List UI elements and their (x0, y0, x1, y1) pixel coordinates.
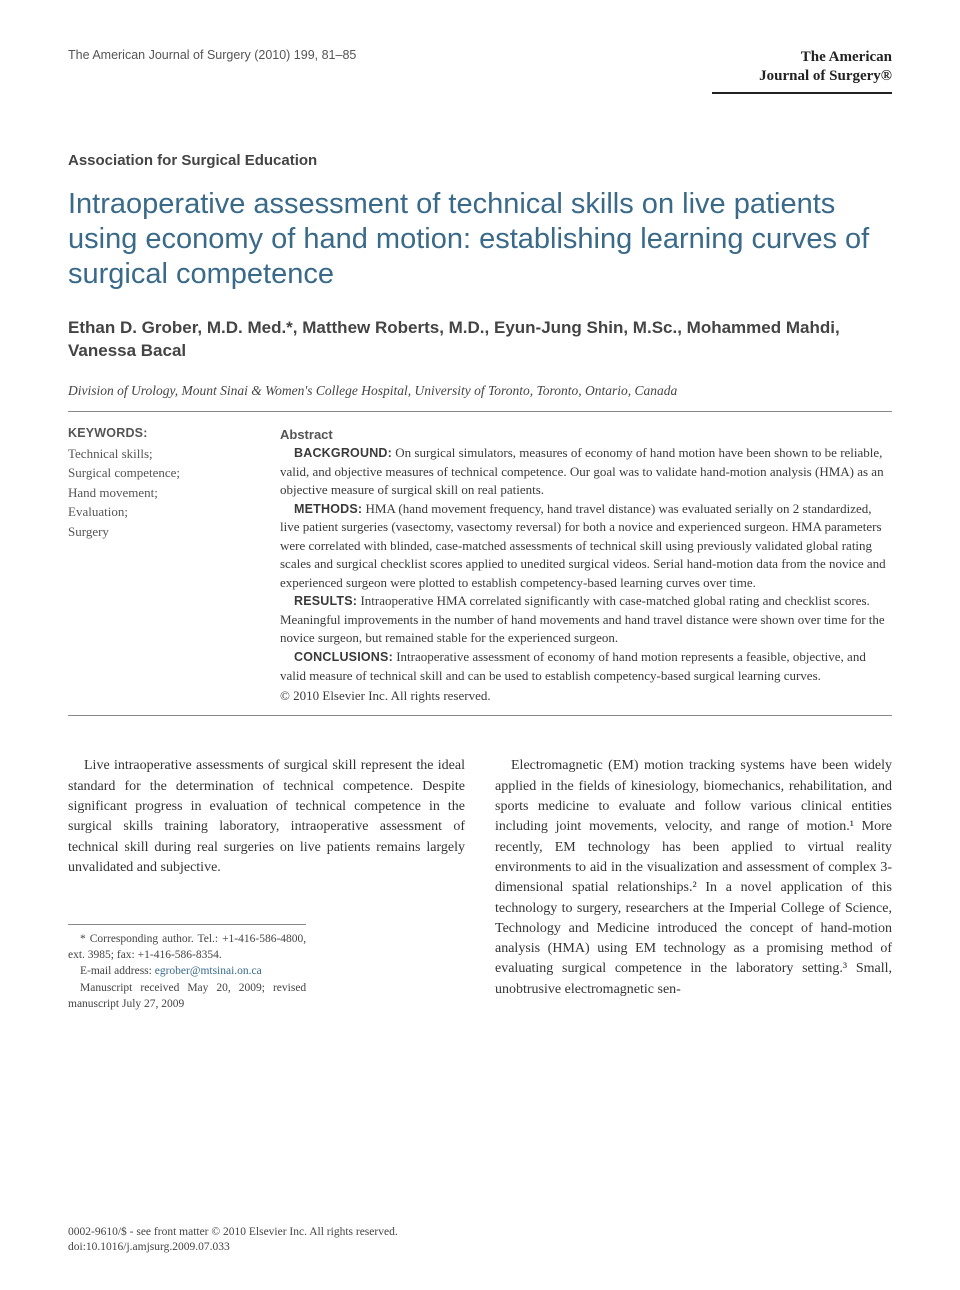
body-left-column: Live intraoperative assessments of surgi… (68, 756, 465, 1011)
abstract-conclusions-label: CONCLUSIONS: (294, 650, 393, 664)
abstract-results: RESULTS: Intraoperative HMA correlated s… (280, 592, 892, 648)
keyword-item: Surgery (68, 522, 246, 542)
affiliation: Division of Urology, Mount Sinai & Women… (68, 383, 892, 399)
article-title: Intraoperative assessment of technical s… (68, 187, 892, 293)
abstract-results-label: RESULTS: (294, 594, 357, 608)
meta-rule-top (68, 411, 892, 412)
email-line: E-mail address: egrober@mtsinai.on.ca (68, 963, 306, 979)
keyword-item: Surgical competence; (68, 463, 246, 483)
body-columns: Live intraoperative assessments of surgi… (68, 756, 892, 1011)
journal-name-line2: Journal of Surgery® (712, 67, 892, 86)
corresponding-author-note: * Corresponding author. Tel.: +1-416-586… (68, 931, 306, 963)
footnotes-block: * Corresponding author. Tel.: +1-416-586… (68, 924, 306, 1011)
manuscript-dates: Manuscript received May 20, 2009; revise… (68, 980, 306, 1012)
abstract-methods: METHODS: HMA (hand movement frequency, h… (280, 500, 892, 593)
abstract-column: Abstract BACKGROUND: On surgical simulat… (280, 426, 892, 706)
body-paragraph: Electromagnetic (EM) motion tracking sys… (495, 756, 892, 1000)
keywords-list: Technical skills; Surgical competence; H… (68, 444, 246, 542)
author-list: Ethan D. Grober, M.D. Med.*, Matthew Rob… (68, 317, 892, 363)
abstract-conclusions: CONCLUSIONS: Intraoperative assessment o… (280, 648, 892, 685)
journal-brand-block: The American Journal of Surgery® (712, 48, 892, 94)
abstract-background-label: BACKGROUND: (294, 446, 392, 460)
abstract-methods-label: METHODS: (294, 502, 362, 516)
body-right-column: Electromagnetic (EM) motion tracking sys… (495, 756, 892, 1011)
front-matter-line: 0002-9610/$ - see front matter © 2010 El… (68, 1225, 398, 1241)
journal-name-line1: The American (712, 48, 892, 67)
brand-rule (712, 92, 892, 94)
author-email[interactable]: egrober@mtsinai.on.ca (155, 965, 262, 977)
meta-rule-bottom (68, 715, 892, 716)
section-label: Association for Surgical Education (68, 152, 892, 169)
meta-block: KEYWORDS: Technical skills; Surgical com… (68, 426, 892, 706)
page-footer: 0002-9610/$ - see front matter © 2010 El… (68, 1225, 398, 1256)
email-label: E-mail address: (80, 965, 152, 977)
keywords-column: KEYWORDS: Technical skills; Surgical com… (68, 426, 256, 706)
abstract-methods-text: HMA (hand movement frequency, hand trave… (280, 501, 886, 590)
keyword-item: Hand movement; (68, 483, 246, 503)
abstract-background: BACKGROUND: On surgical simulators, meas… (280, 444, 892, 500)
keyword-item: Technical skills; (68, 444, 246, 464)
abstract-copyright: © 2010 Elsevier Inc. All rights reserved… (280, 687, 892, 705)
keywords-heading: KEYWORDS: (68, 426, 246, 440)
abstract-results-text: Intraoperative HMA correlated significan… (280, 593, 885, 645)
body-paragraph: Live intraoperative assessments of surgi… (68, 756, 465, 878)
citation-line: The American Journal of Surgery (2010) 1… (68, 48, 356, 62)
doi-line: doi:10.1016/j.amjsurg.2009.07.033 (68, 1240, 398, 1256)
page-header: The American Journal of Surgery (2010) 1… (68, 48, 892, 94)
keyword-item: Evaluation; (68, 502, 246, 522)
abstract-heading: Abstract (280, 426, 892, 444)
